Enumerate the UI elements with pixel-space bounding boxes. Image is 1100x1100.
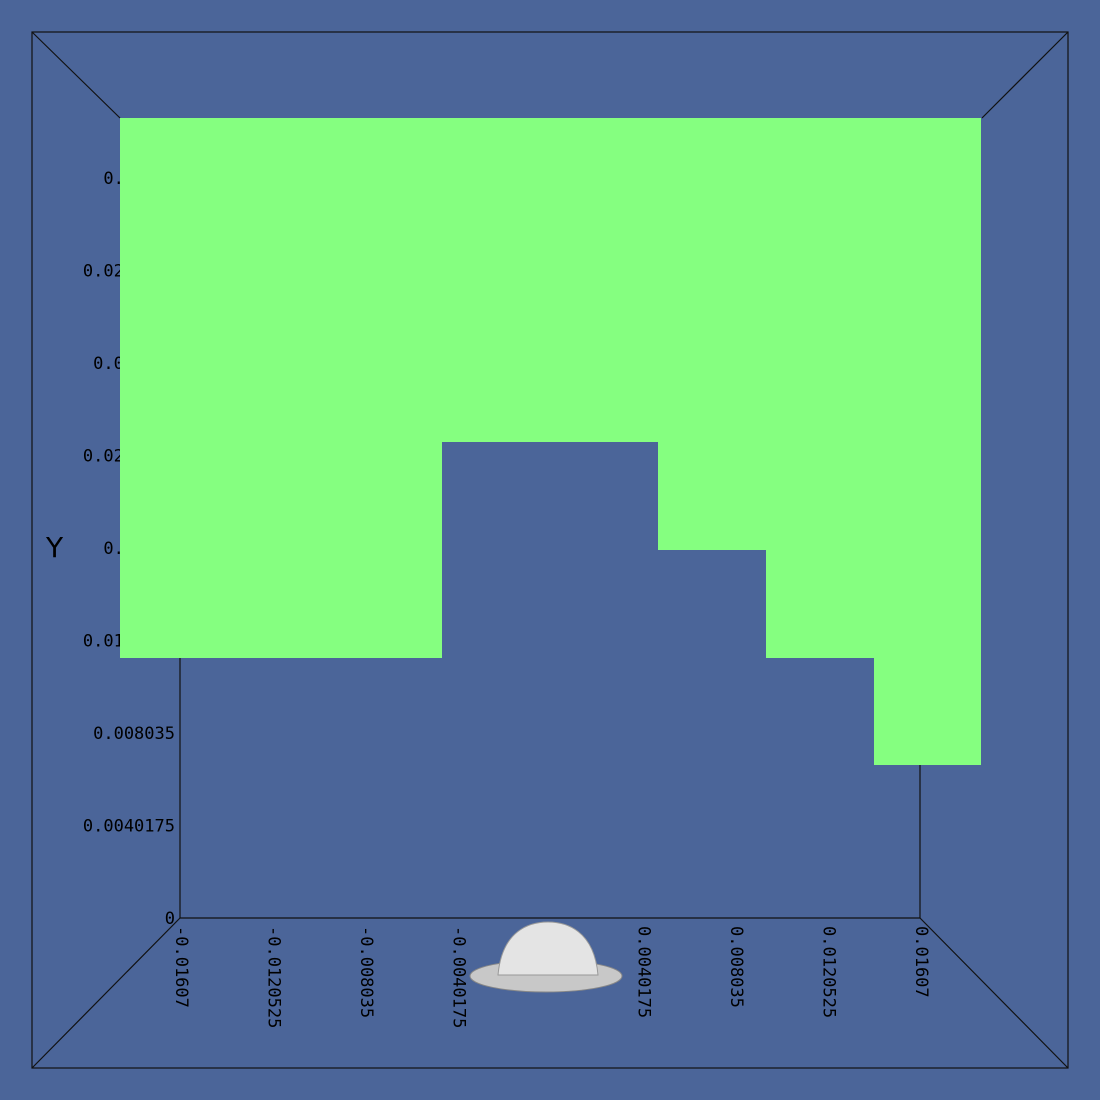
x-tick-label: -0.01607 [171,926,191,1008]
y-tick-label: 0.008035 [93,724,175,744]
x-tick-label: 0.008035 [726,926,746,1008]
outer-frame [31,31,1069,1069]
dome-cap [497,921,599,976]
x-tick-label: 0.01607 [911,926,931,998]
x-tick-label: 0.0120525 [819,926,839,1018]
y-tick-label: 0.0040175 [83,817,175,837]
green-surface [120,118,981,765]
x-tick-label: -0.0120525 [264,926,284,1028]
edge [31,31,121,119]
dome [469,921,623,993]
x-tick-label: -0.0040175 [449,926,469,1028]
x-tick-label: -0.008035 [356,926,376,1018]
y-axis-title: Y [45,531,64,564]
y-tick-label: 0 [165,909,175,929]
x-tick-label: 0.0040175 [634,926,654,1018]
edge [981,31,1069,119]
edge [31,917,181,1069]
edge [919,917,1069,1069]
